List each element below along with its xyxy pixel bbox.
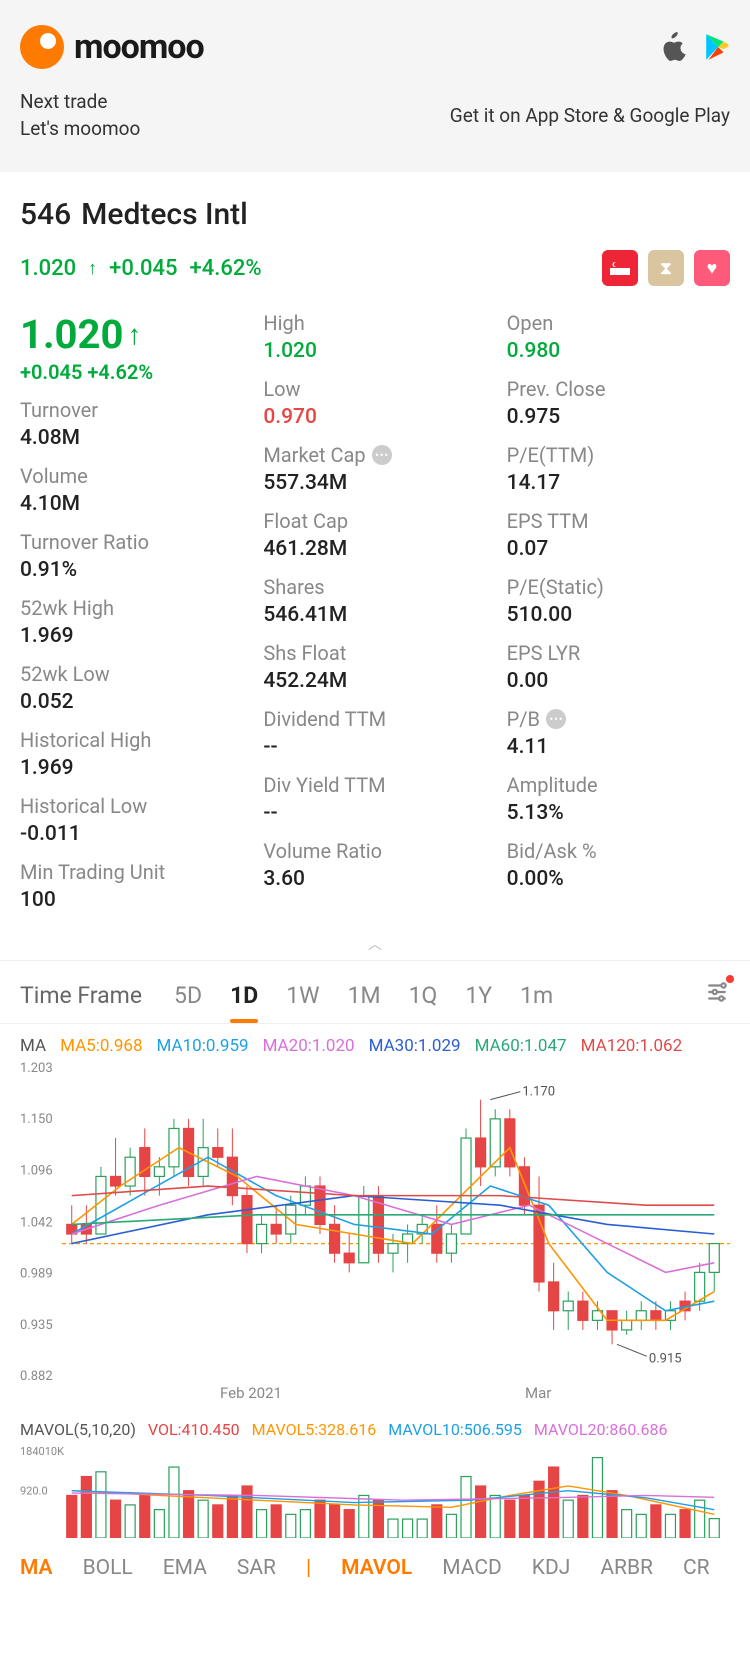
stats-col-3: Open0.980 Prev. Close0.975 P/E(TTM)14.17 EP… xyxy=(507,311,730,912)
indicator-kdj[interactable]: KDJ xyxy=(532,1556,571,1580)
stat-item: P/E(TTM)14.17 xyxy=(507,443,730,495)
indicator-macd[interactable]: MACD xyxy=(442,1556,502,1580)
collapse-toggle[interactable]: ︿ xyxy=(0,932,750,961)
ticker-title: 546Medtecs Intl xyxy=(20,197,730,232)
brand-name: moomoo xyxy=(74,27,204,67)
stat-item: 52wk High1.969 xyxy=(20,596,243,648)
stat-item: P/B⋯4.11 xyxy=(507,707,730,759)
stat-item: Div Yield TTM-- xyxy=(263,773,486,825)
flag-sg-icon[interactable] xyxy=(602,250,638,286)
volume-chart[interactable]: 184010K 920.0 xyxy=(0,1443,750,1538)
stat-item: Turnover Ratio0.91% xyxy=(20,530,243,582)
stat-item: EPS TTM0.07 xyxy=(507,509,730,561)
stat-item: Turnover4.08M xyxy=(20,398,243,450)
stat-item: 52wk Low0.052 xyxy=(20,662,243,714)
app-banner: moomoo Next trade Let's moomoo Get it on… xyxy=(0,0,750,172)
timeframe-1M[interactable]: 1M xyxy=(348,982,381,1009)
timeframe-label: Time Frame xyxy=(20,982,142,1009)
mavol-legend-item: VOL:410.450 xyxy=(148,1420,240,1439)
stat-item: P/E(Static)510.00 xyxy=(507,575,730,627)
timeframe-5D[interactable]: 5D xyxy=(174,982,202,1009)
stat-item: Historical Low-0.011 xyxy=(20,794,243,846)
svg-text:1.170: 1.170 xyxy=(522,1085,555,1100)
favorite-icon[interactable]: ♥ xyxy=(694,250,730,286)
ma-legend-item: MA120:1.062 xyxy=(581,1036,683,1056)
indicator-boll[interactable]: BOLL xyxy=(83,1556,133,1580)
mavol-legend-item: MAVOL10:506.595 xyxy=(388,1420,522,1439)
stats-col-1: 1.020↑ +0.045 +4.62% Turnover4.08M Volume… xyxy=(20,311,243,912)
svg-text:0.989: 0.989 xyxy=(20,1267,53,1282)
indicator-ema[interactable]: EMA xyxy=(163,1556,207,1580)
price-chart[interactable]: 1.203 1.150 1.096 1.042 0.989 0.935 0.882 1.170… xyxy=(0,1062,750,1382)
stat-item: Amplitude5.13% xyxy=(507,773,730,825)
stat-item: Min Trading Unit100 xyxy=(20,860,243,912)
stat-item: Low0.970 xyxy=(263,377,486,429)
stat-item: EPS LYR0.00 xyxy=(507,641,730,693)
ma-legend-item: MA5:0.968 xyxy=(60,1036,142,1056)
indicator-sar[interactable]: SAR xyxy=(237,1556,276,1580)
ma-legend-item: MA60:1.047 xyxy=(475,1036,567,1056)
stat-item: Historical High1.969 xyxy=(20,728,243,780)
timeframe-1D[interactable]: 1D xyxy=(230,982,258,1009)
timeframe-1m[interactable]: 1m xyxy=(520,982,553,1009)
timeframe-1Y[interactable]: 1Y xyxy=(465,982,492,1009)
svg-text:1.203: 1.203 xyxy=(20,1062,53,1076)
stats-grid: 1.020↑ +0.045 +4.62% Turnover4.08M Volume… xyxy=(0,296,750,932)
stat-item: Market Cap⋯557.34M xyxy=(263,443,486,495)
moomoo-icon xyxy=(20,25,64,69)
indicator-cr[interactable]: CR xyxy=(683,1556,710,1580)
indicator-arbr[interactable]: ARBR xyxy=(600,1556,653,1580)
stat-item: Volume Ratio3.60 xyxy=(263,839,486,891)
indicator-tabs: MABOLLEMASAR|MAVOLMACDKDJARBRCR xyxy=(0,1538,750,1598)
timeframe-1W[interactable]: 1W xyxy=(286,982,319,1009)
tagline: Next trade Let's moomoo xyxy=(20,89,140,142)
mavol-legend-item: MAVOL20:860.686 xyxy=(534,1420,668,1439)
indicator-ma[interactable]: MA xyxy=(20,1556,53,1580)
stats-col-2: High1.020 Low0.970 Market Cap⋯557.34M Float… xyxy=(263,311,486,912)
stat-item: Volume4.10M xyxy=(20,464,243,516)
stat-item: Prev. Close0.975 xyxy=(507,377,730,429)
stat-item: Shs Float452.24M xyxy=(263,641,486,693)
stat-item: Dividend TTM-- xyxy=(263,707,486,759)
svg-text:1.096: 1.096 xyxy=(20,1164,53,1179)
info-icon[interactable]: ⋯ xyxy=(546,709,566,729)
svg-text:1.042: 1.042 xyxy=(20,1216,53,1231)
stat-item: Float Cap461.28M xyxy=(263,509,486,561)
svg-text:1.150: 1.150 xyxy=(20,1112,53,1127)
ma-legend: MA MA5:0.968MA10:0.959MA20:1.020MA30:1.0… xyxy=(0,1024,750,1062)
svg-text:0.882: 0.882 xyxy=(20,1369,53,1382)
big-price: 1.020↑ +0.045 +4.62% xyxy=(20,311,243,384)
chart-settings-icon[interactable] xyxy=(704,979,730,1011)
brand-logo[interactable]: moomoo xyxy=(20,25,204,69)
ma-legend-item: MA30:1.029 xyxy=(369,1036,461,1056)
svg-text:0.915: 0.915 xyxy=(649,1352,682,1367)
hourglass-icon[interactable]: ⧗ xyxy=(648,250,684,286)
svg-text:920.0: 920.0 xyxy=(20,1485,48,1498)
timeframe-1Q[interactable]: 1Q xyxy=(409,982,438,1009)
info-icon[interactable]: ⋯ xyxy=(372,445,392,465)
stat-item: Shares546.41M xyxy=(263,575,486,627)
indicator-mavol[interactable]: MAVOL xyxy=(341,1556,412,1580)
svg-text:0.935: 0.935 xyxy=(20,1318,53,1333)
mavol-legend-item: MAVOL5:328.616 xyxy=(252,1420,377,1439)
timeframe-tabs: Time Frame 5D 1D 1W 1M 1Q 1Y 1m xyxy=(0,961,750,1024)
apple-store-icon[interactable] xyxy=(660,32,686,62)
mavol-legend: MAVOL(5,10,20) VOL:410.450MAVOL5:328.616… xyxy=(0,1412,750,1443)
svg-text:184010K: 184010K xyxy=(20,1445,64,1458)
stat-item: Bid/Ask %0.00% xyxy=(507,839,730,891)
stat-item: Open0.980 xyxy=(507,311,730,363)
ma-legend-item: MA10:0.959 xyxy=(157,1036,249,1056)
stat-item: High1.020 xyxy=(263,311,486,363)
chart-xaxis: Feb 2021 Mar xyxy=(0,1382,750,1412)
ma-legend-item: MA20:1.020 xyxy=(263,1036,355,1056)
google-play-icon[interactable] xyxy=(704,33,730,61)
store-text: Get it on App Store & Google Play xyxy=(450,104,730,127)
price-summary: 1.020↑ +0.045 +4.62% xyxy=(20,256,262,281)
